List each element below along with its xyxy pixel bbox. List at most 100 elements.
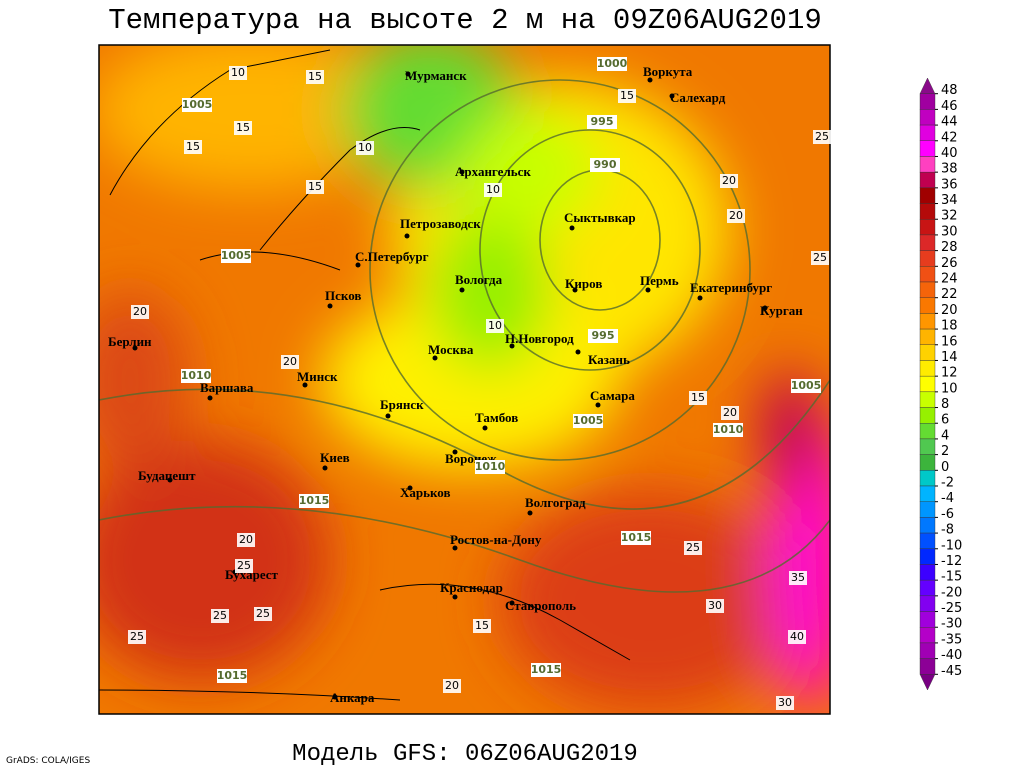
isobar-label-box — [597, 57, 627, 71]
colorbar-label: 36 — [941, 177, 958, 192]
colorbar-label: -2 — [941, 476, 954, 491]
colorbar-segment — [919, 642, 936, 659]
colorbar-segment — [919, 109, 936, 126]
isobar-label: 1005 — [573, 414, 604, 427]
colorbar-label: -12 — [941, 554, 962, 569]
city-label: Сыктывкар — [564, 210, 636, 225]
isotherm-label-box — [211, 609, 229, 623]
colorbar-segment — [919, 297, 936, 314]
colorbar-segment — [919, 266, 936, 283]
colorbar-segment — [919, 438, 936, 455]
isotherm-label-box — [776, 696, 794, 710]
colorbar-label: 0 — [941, 460, 949, 475]
isotherm-label-box — [689, 391, 707, 405]
city-dot — [697, 295, 703, 301]
colorbar-segment — [919, 344, 936, 361]
city-label: Пермь — [640, 273, 679, 288]
isotherm-label-box — [128, 630, 146, 644]
title: Температура на высоте 2 м на 09Z06AUG201… — [108, 4, 822, 37]
city-dot — [322, 465, 328, 471]
isotherm-label: 20 — [722, 174, 736, 187]
city-dot — [762, 305, 768, 311]
isobar-label: 1015 — [531, 663, 562, 676]
colorbar-label: 34 — [941, 193, 958, 208]
city-label: Мурманск — [405, 68, 467, 83]
isotherm-label: 25 — [813, 251, 827, 264]
colorbar-segment — [919, 611, 936, 628]
colorbar-segment — [919, 485, 936, 502]
city-dot — [645, 287, 651, 293]
isobar-label-box — [182, 98, 212, 112]
colorbar-label: 4 — [941, 428, 949, 443]
map-field — [99, 45, 830, 714]
isotherm-label: 15 — [308, 180, 322, 193]
colorbar-label: -25 — [941, 601, 962, 616]
colorbar-label: -10 — [941, 538, 962, 553]
colorbar-label: -35 — [941, 632, 962, 647]
colorbar-label: 24 — [941, 272, 958, 287]
city-label: Волгоград — [525, 495, 586, 510]
isotherm-label: 25 — [213, 609, 227, 622]
city-label: Самара — [590, 388, 635, 403]
colorbar-label: -40 — [941, 648, 962, 663]
isobar-label: 1005 — [791, 379, 822, 392]
city-dot — [332, 694, 338, 700]
colorbar-label: -20 — [941, 585, 962, 600]
isobar-label: 995 — [592, 329, 615, 342]
colorbar-segment — [919, 501, 936, 518]
city-dot — [482, 425, 488, 431]
city-label: Н.Новгород — [505, 331, 574, 346]
isobar-label-box — [590, 158, 620, 172]
city-dot — [647, 77, 653, 83]
colorbar-segment — [919, 360, 936, 377]
city-dot — [669, 93, 675, 99]
city-label: Будапешт — [138, 468, 196, 483]
isobar-label-box — [181, 369, 211, 383]
isobar-label: 1010 — [713, 423, 744, 436]
isotherm-label-box — [306, 180, 324, 194]
colorbar-cap — [919, 674, 936, 691]
isobar-label: 1000 — [597, 57, 628, 70]
colorbar-cap — [919, 77, 936, 94]
isotherm-label: 15 — [236, 121, 250, 134]
colorbar-segment — [919, 595, 936, 612]
colorbar-segment — [919, 171, 936, 189]
isobar-label: 990 — [594, 158, 617, 171]
city-label: Брянск — [380, 397, 424, 412]
isotherm-label-box — [618, 89, 636, 103]
isobar-label-box — [531, 663, 561, 677]
colorbar-segment — [919, 375, 936, 393]
colorbar-label: 42 — [941, 130, 958, 145]
isobar-label-box — [573, 414, 603, 428]
city-dot — [575, 349, 581, 355]
city-label: Анкара — [330, 690, 375, 705]
isobar-label: 1005 — [182, 98, 213, 111]
credit: GrADS: COLA/IGES — [6, 756, 90, 766]
colorbar-label: 14 — [941, 350, 958, 365]
colorbar-label: 26 — [941, 256, 958, 271]
colorbar-segment — [919, 470, 936, 487]
isotherm-label: 25 — [815, 130, 829, 143]
isotherm-label-box — [443, 679, 461, 693]
isobar-label: 1015 — [621, 531, 652, 544]
colorbar-segment — [919, 93, 936, 110]
city-dot — [452, 449, 458, 455]
isobar-label: 1015 — [217, 669, 248, 682]
colorbar-label: -6 — [941, 507, 954, 522]
isotherm-label-box — [229, 66, 247, 80]
isotherm-label-box — [811, 251, 829, 265]
isobar-label-box — [221, 249, 251, 263]
isotherm-label-box — [486, 319, 504, 333]
isobar-label: 1010 — [181, 369, 212, 382]
colorbar-segment — [919, 532, 936, 549]
city-label: Минск — [297, 369, 338, 384]
isobar-label-box — [299, 494, 329, 508]
isotherm-label-box — [684, 541, 702, 555]
colorbar-label: 28 — [941, 240, 958, 255]
isotherm-label-box — [235, 559, 253, 573]
colorbar-label: -4 — [941, 491, 954, 506]
city-label: Краснодар — [440, 580, 503, 595]
colorbar-label: 38 — [941, 162, 958, 177]
city-label: С.Петербург — [355, 249, 429, 264]
